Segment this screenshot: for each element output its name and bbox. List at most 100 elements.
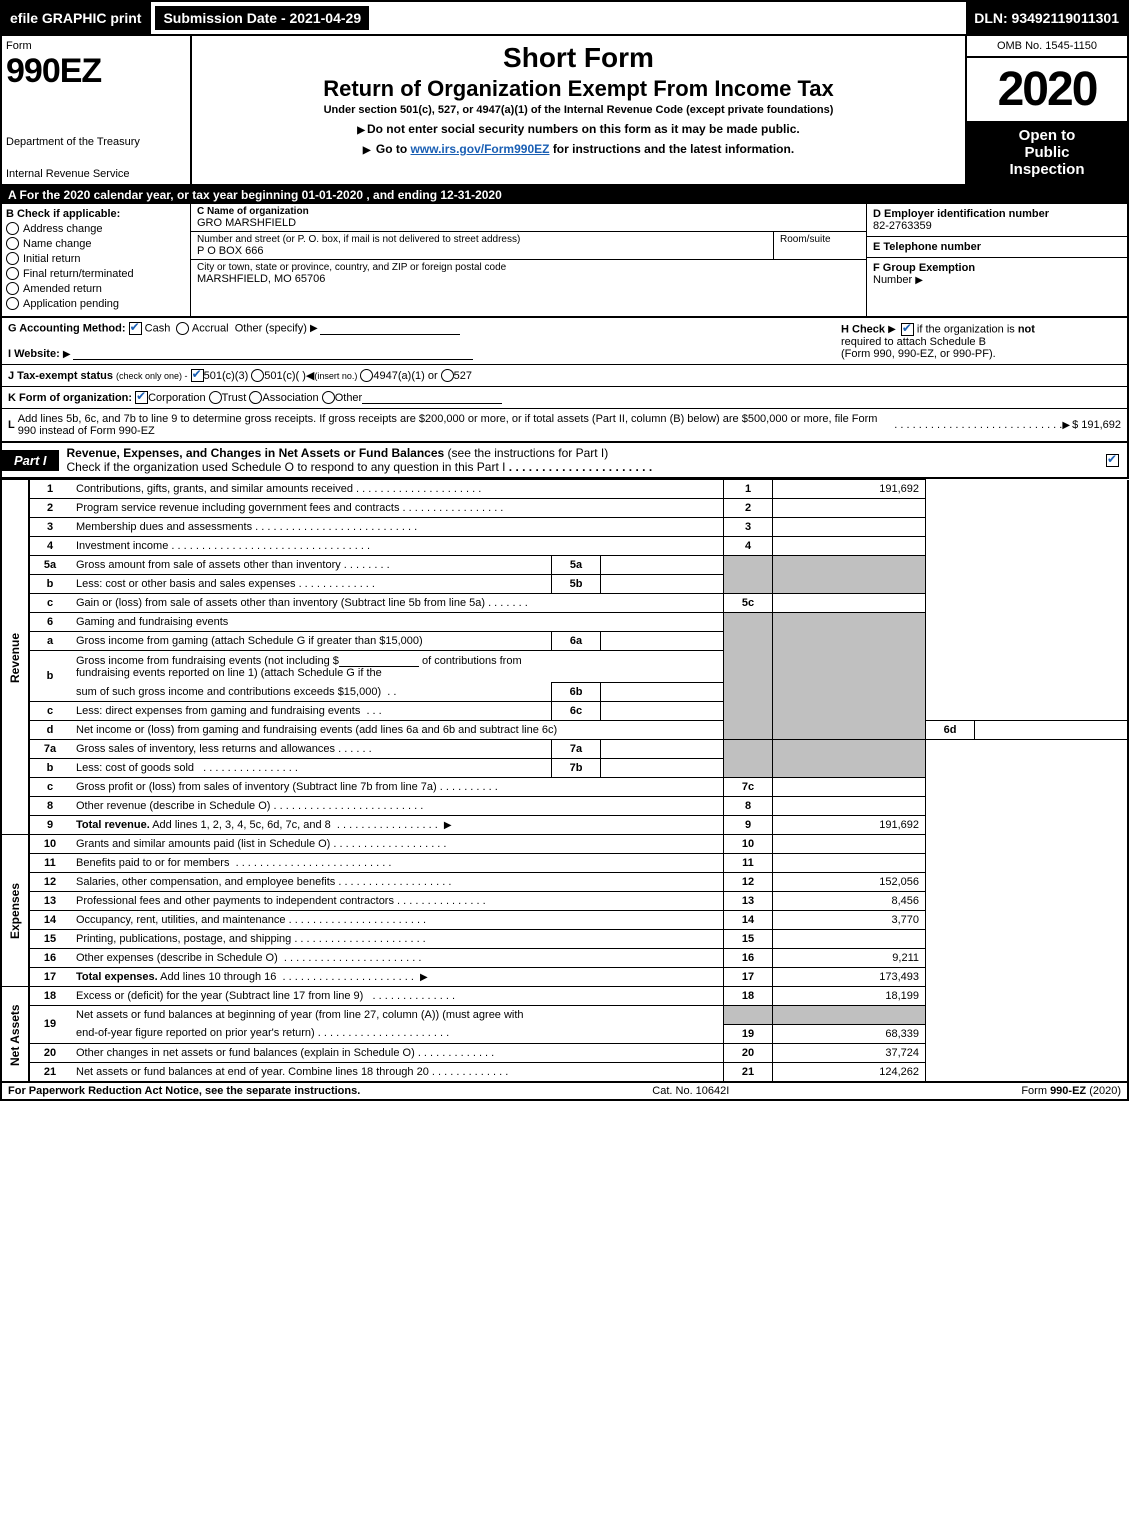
line-2-value xyxy=(773,499,926,518)
line-6b-contrib-field[interactable] xyxy=(339,654,419,667)
line-5a-value xyxy=(601,556,724,575)
part1-header: Part I Revenue, Expenses, and Changes in… xyxy=(0,443,1129,479)
ein-row: D Employer identification number 82-2763… xyxy=(867,204,1127,237)
check-501c3[interactable] xyxy=(191,369,204,382)
check-corporation[interactable] xyxy=(135,391,148,404)
line-17-value: 173,493 xyxy=(773,968,926,987)
website-field[interactable] xyxy=(73,347,473,360)
check-4947a1[interactable] xyxy=(360,369,373,382)
line-14-value: 3,770 xyxy=(773,911,926,930)
line-3-value xyxy=(773,518,926,537)
line-5b-value xyxy=(601,575,724,594)
group-exemption-row: F Group Exemption Number xyxy=(867,258,1127,316)
form-number: 990EZ xyxy=(6,52,186,91)
footer-pra-notice: For Paperwork Reduction Act Notice, see … xyxy=(8,1085,360,1097)
irs-label: Internal Revenue Service xyxy=(6,168,186,180)
side-revenue: Revenue xyxy=(1,480,29,835)
check-initial-return[interactable]: Initial return xyxy=(6,252,186,265)
line-11-value xyxy=(773,854,926,873)
part1-schedule-o-check[interactable] xyxy=(1098,451,1127,470)
section-d-e-f: D Employer identification number 82-2763… xyxy=(866,204,1127,316)
form-header: Form 990EZ Department of the Treasury In… xyxy=(0,34,1129,186)
org-city-row: City or town, state or province, country… xyxy=(191,260,866,287)
row-j: J Tax-exempt status (check only one) - 5… xyxy=(2,365,1127,387)
check-final-return[interactable]: Final return/terminated xyxy=(6,267,186,280)
directive-goto: Go to www.irs.gov/Form990EZ for instruct… xyxy=(196,142,961,156)
dept-label: Department of the Treasury xyxy=(6,136,186,148)
line-6d-value xyxy=(975,721,1129,740)
meta-rows: G Accounting Method: Cash Accrual Other … xyxy=(0,318,1129,443)
top-bar: efile GRAPHIC print Submission Date - 20… xyxy=(0,0,1129,34)
tax-year: 2020 xyxy=(967,58,1127,121)
footer-form-ref: Form 990-EZ (2020) xyxy=(1021,1085,1121,1097)
section-c: C Name of organization GRO MARSHFIELD Nu… xyxy=(191,204,866,316)
header-left: Form 990EZ Department of the Treasury In… xyxy=(2,36,192,184)
org-address: P O BOX 666 xyxy=(197,245,767,257)
header-right: OMB No. 1545-1150 2020 Open to Public In… xyxy=(965,36,1127,184)
inspection-box: Open to Public Inspection xyxy=(967,121,1127,184)
subtitle: Under section 501(c), 527, or 4947(a)(1)… xyxy=(196,104,961,116)
check-501c[interactable] xyxy=(251,369,264,382)
section-b: B Check if applicable: Address change Na… xyxy=(2,204,191,316)
check-application-pending[interactable]: Application pending xyxy=(6,297,186,310)
part1-title: Revenue, Expenses, and Changes in Net As… xyxy=(59,443,1098,477)
check-other-org[interactable] xyxy=(322,391,335,404)
org-city: MARSHFIELD, MO 65706 xyxy=(197,273,860,285)
row-g-h: G Accounting Method: Cash Accrual Other … xyxy=(2,318,1127,365)
line-15-value xyxy=(773,930,926,949)
form-label: Form xyxy=(6,40,186,52)
page-footer: For Paperwork Reduction Act Notice, see … xyxy=(0,1083,1129,1101)
submission-date-box: Submission Date - 2021-04-29 xyxy=(153,4,371,32)
line-5c-value xyxy=(773,594,926,613)
check-name-change[interactable]: Name change xyxy=(6,237,186,250)
line-7b-value xyxy=(601,759,724,778)
irs-link[interactable]: www.irs.gov/Form990EZ xyxy=(411,142,550,156)
check-amended-return[interactable]: Amended return xyxy=(6,282,186,295)
omb-box: OMB No. 1545-1150 xyxy=(967,36,1127,58)
line-1-value: 191,692 xyxy=(773,480,926,499)
row-k: K Form of organization: Corporation Trus… xyxy=(2,387,1127,409)
side-expenses: Expenses xyxy=(1,835,29,987)
side-net-assets: Net Assets xyxy=(1,987,29,1082)
part1-table: Revenue 1Contributions, gifts, grants, a… xyxy=(0,479,1129,1083)
check-trust[interactable] xyxy=(209,391,222,404)
footer-cat-no: Cat. No. 10642I xyxy=(652,1085,729,1097)
line-12-value: 152,056 xyxy=(773,873,926,892)
line-16-value: 9,211 xyxy=(773,949,926,968)
check-cash[interactable] xyxy=(129,322,142,335)
row-h: H Check if the organization is not requi… xyxy=(841,323,1121,360)
line-8-value xyxy=(773,797,926,816)
org-name-row: C Name of organization GRO MARSHFIELD xyxy=(191,204,866,232)
check-address-change[interactable]: Address change xyxy=(6,222,186,235)
other-org-field[interactable] xyxy=(362,391,502,404)
line-21-value: 124,262 xyxy=(773,1062,926,1082)
efile-print-label[interactable]: efile GRAPHIC print xyxy=(2,2,151,34)
gross-receipts-amount: $ 191,692 xyxy=(1072,419,1121,431)
line-20-value: 37,724 xyxy=(773,1043,926,1062)
header-center: Short Form Return of Organization Exempt… xyxy=(192,36,965,184)
org-name: GRO MARSHFIELD xyxy=(197,217,860,229)
line-18-value: 18,199 xyxy=(773,987,926,1006)
part1-tag: Part I xyxy=(2,450,59,471)
org-address-row: Number and street (or P. O. box, if mail… xyxy=(191,232,774,259)
line-13-value: 8,456 xyxy=(773,892,926,911)
line-19-value: 68,339 xyxy=(773,1024,926,1043)
line-6b-value xyxy=(601,683,724,702)
line-4-value xyxy=(773,537,926,556)
check-527[interactable] xyxy=(441,369,454,382)
line-10-value xyxy=(773,835,926,854)
line-7a-value xyxy=(601,740,724,759)
check-association[interactable] xyxy=(249,391,262,404)
row-l: L Add lines 5b, 6c, and 7b to line 9 to … xyxy=(2,409,1127,441)
info-grid: B Check if applicable: Address change Na… xyxy=(0,204,1129,318)
title-return: Return of Organization Exempt From Incom… xyxy=(196,76,961,102)
other-method-field[interactable] xyxy=(320,322,460,335)
check-accrual[interactable] xyxy=(176,322,189,335)
title-short-form: Short Form xyxy=(196,42,961,74)
room-suite-cell: Room/suite xyxy=(774,232,866,259)
phone-row: E Telephone number xyxy=(867,237,1127,258)
check-schedule-b-not-required[interactable] xyxy=(901,323,914,336)
line-6c-value xyxy=(601,702,724,721)
ein-value: 82-2763359 xyxy=(873,220,1121,232)
dln-box: DLN: 93492119011301 xyxy=(966,2,1127,34)
